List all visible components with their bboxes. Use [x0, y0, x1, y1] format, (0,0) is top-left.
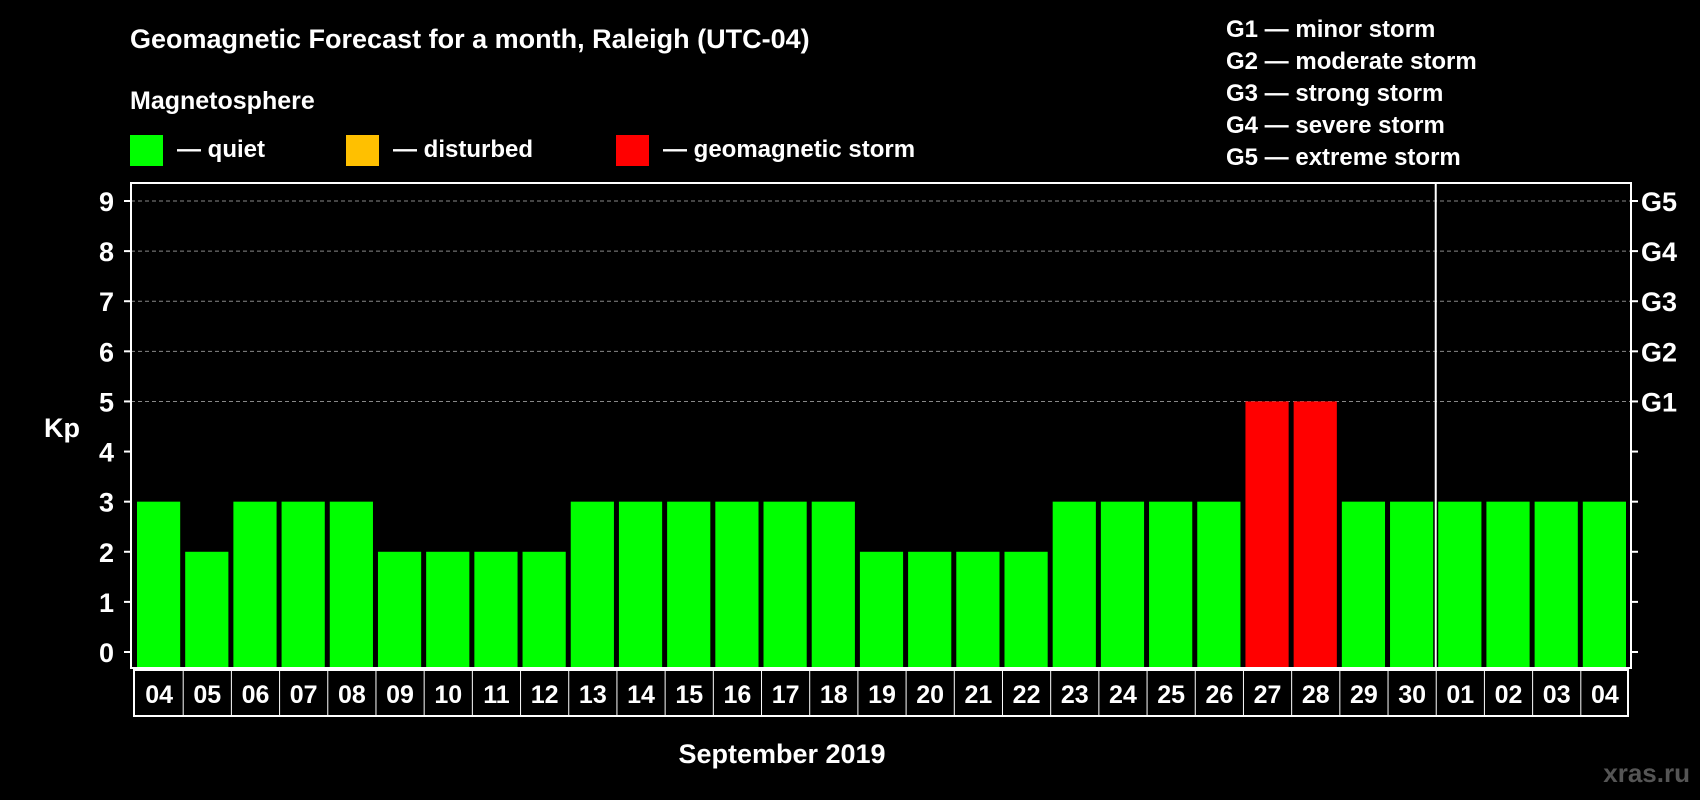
legend-label-2: — geomagnetic storm	[663, 136, 915, 163]
x-tick-label-23: 27	[1254, 681, 1282, 709]
y-tick-label-9: 9	[99, 187, 114, 217]
x-tick-label-6: 10	[434, 681, 462, 709]
x-tick-label-25: 29	[1350, 681, 1378, 709]
y-tick-label-8: 8	[99, 237, 114, 267]
bar-7	[474, 551, 518, 668]
right-tick-label-G3: G3	[1641, 287, 1677, 317]
x-tick-label-26: 30	[1398, 681, 1426, 709]
x-tick-label-5: 09	[386, 681, 414, 709]
bar-10	[618, 501, 663, 668]
y-tick-label-2: 2	[99, 538, 114, 568]
bar-9	[570, 501, 614, 668]
plot-frame	[130, 182, 1632, 669]
x-tick-label-22: 26	[1205, 681, 1233, 709]
y-tick-label-4: 4	[99, 438, 114, 468]
bar-24	[1293, 401, 1337, 668]
x-tick-label-27: 01	[1446, 681, 1474, 709]
x-tick-label-20: 24	[1109, 681, 1137, 709]
bar-20	[1100, 501, 1145, 668]
bar-8	[522, 551, 566, 668]
legend-swatch-0	[130, 135, 163, 166]
bar-21	[1149, 501, 1193, 668]
x-tick-label-19: 23	[1061, 681, 1089, 709]
x-tick-label-7: 11	[483, 681, 510, 709]
bar-28	[1486, 501, 1530, 668]
bar-26	[1390, 501, 1434, 668]
x-tick-label-24: 28	[1302, 681, 1330, 709]
bar-6	[426, 551, 470, 668]
y-tick-label-5: 5	[99, 387, 114, 417]
y-tick-label-6: 6	[99, 337, 114, 367]
date-row-frame	[133, 669, 1629, 717]
x-tick-label-3: 07	[290, 681, 318, 709]
legend-label-0: — quiet	[177, 136, 265, 163]
y-axis-label: Kp	[44, 413, 80, 443]
bar-25	[1341, 501, 1386, 668]
x-tick-label-28: 02	[1495, 681, 1523, 709]
bar-1	[185, 551, 229, 668]
bar-29	[1534, 501, 1578, 668]
chart-title: Geomagnetic Forecast for a month, Raleig…	[130, 24, 810, 54]
storm-scale-item-4: G5 — extreme storm	[1226, 144, 1461, 171]
x-tick-label-10: 14	[627, 681, 655, 709]
watermark: xras.ru	[1603, 758, 1690, 788]
storm-scale-item-3: G4 — severe storm	[1226, 112, 1445, 139]
bar-17	[956, 551, 1000, 668]
right-tick-label-G2: G2	[1641, 337, 1677, 367]
x-tick-label-30: 04	[1591, 681, 1619, 709]
x-tick-label-17: 21	[964, 681, 992, 709]
right-tick-label-G4: G4	[1641, 237, 1677, 267]
x-tick-label-4: 08	[338, 681, 366, 709]
bar-11	[667, 501, 711, 668]
x-tick-label-18: 22	[1013, 681, 1041, 709]
x-tick-label-11: 15	[675, 681, 703, 709]
bar-19	[1052, 501, 1096, 668]
x-tick-label-13: 17	[772, 681, 800, 709]
bar-27	[1438, 501, 1482, 668]
right-tick-label-G5: G5	[1641, 187, 1677, 217]
bar-23	[1245, 401, 1289, 668]
bar-12	[715, 501, 759, 668]
y-tick-label-7: 7	[99, 287, 114, 317]
bar-22	[1197, 501, 1241, 668]
x-tick-label-12: 16	[724, 681, 752, 709]
legend-swatch-2	[616, 135, 649, 166]
bar-13	[763, 501, 807, 668]
bar-2	[233, 501, 277, 668]
y-tick-label-3: 3	[99, 488, 114, 518]
legend-title: Magnetosphere	[130, 87, 315, 115]
x-tick-label-14: 18	[820, 681, 848, 709]
x-tick-label-16: 20	[916, 681, 944, 709]
right-tick-label-G1: G1	[1641, 387, 1677, 417]
storm-scale-item-1: G2 — moderate storm	[1226, 48, 1477, 75]
x-tick-label-2: 06	[242, 681, 270, 709]
x-tick-label-8: 12	[531, 681, 559, 709]
x-axis-label: September 2019	[678, 739, 885, 769]
bar-5	[377, 551, 422, 668]
y-tick-label-0: 0	[99, 638, 114, 668]
bar-4	[329, 501, 373, 668]
legend-swatch-1	[346, 135, 379, 166]
bar-14	[811, 501, 855, 668]
bar-15	[859, 551, 904, 668]
x-tick-label-9: 13	[579, 681, 607, 709]
x-tick-label-21: 25	[1157, 681, 1185, 709]
bar-30	[1582, 501, 1626, 668]
bar-0	[137, 501, 181, 668]
bar-16	[908, 551, 952, 668]
y-tick-label-1: 1	[99, 588, 114, 618]
x-tick-label-15: 19	[868, 681, 896, 709]
bar-18	[1004, 551, 1048, 668]
legend-label-1: — disturbed	[393, 136, 533, 163]
x-tick-label-1: 05	[193, 681, 221, 709]
legend: — quiet — disturbed — geomagnetic storm	[130, 135, 915, 166]
storm-scale-item-2: G3 — strong storm	[1226, 80, 1443, 107]
storm-scale-legend: G1 — minor storm G2 — moderate storm G3 — …	[1226, 16, 1477, 171]
storm-scale-item-0: G1 — minor storm	[1226, 16, 1435, 43]
x-tick-label-0: 04	[145, 681, 173, 709]
bar-3	[281, 501, 325, 668]
x-tick-label-29: 03	[1543, 681, 1571, 709]
